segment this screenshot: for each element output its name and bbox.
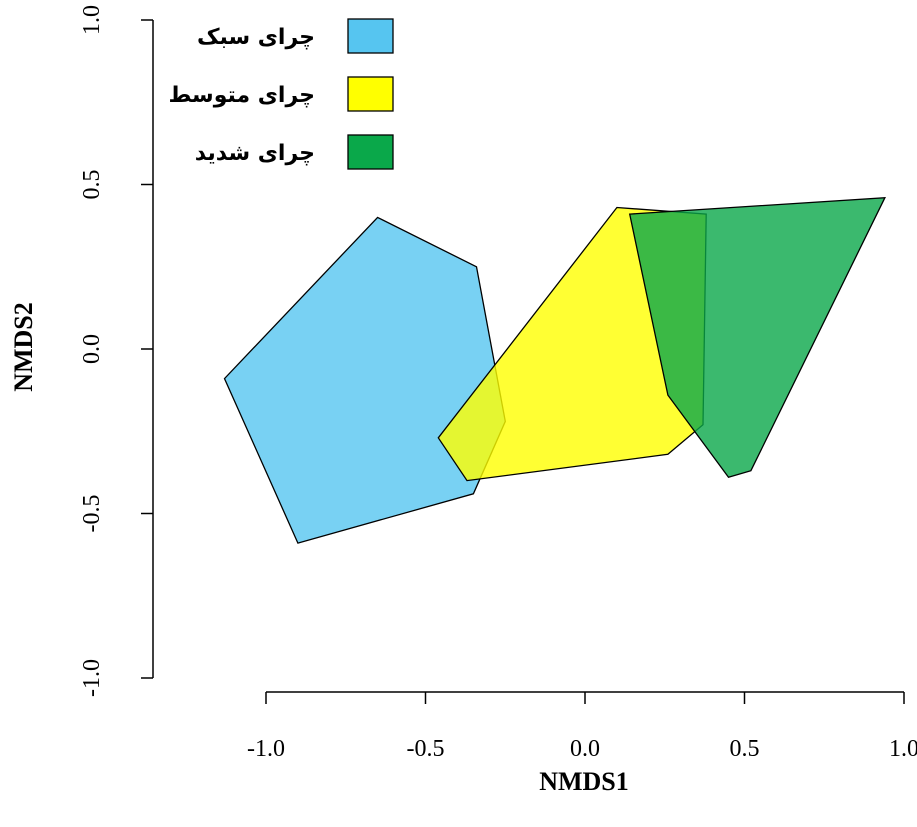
legend-label-3: چرای شدید (195, 141, 315, 166)
legend-swatch-2 (347, 76, 394, 112)
legend-label-2: چرای متوسط (169, 83, 316, 108)
y-tick-label: -0.5 (79, 495, 105, 533)
x-tick-label: -1.0 (247, 736, 285, 762)
y-tick-label: -1.0 (79, 659, 105, 697)
x-tick-label: 0.5 (730, 736, 760, 762)
legend-label-1: چرای سبک (197, 25, 315, 50)
y-tick-label: 1.0 (79, 5, 105, 35)
legend-swatch-1 (347, 18, 394, 54)
hull-layer (223, 196, 886, 544)
hull-3 (628, 196, 886, 479)
hull-1 (223, 216, 506, 544)
y-tick-label: 0.0 (79, 334, 105, 364)
legend-swatch-3 (347, 134, 394, 170)
legend: چرای سبک چرای متوسط چرای شدید (169, 18, 394, 170)
y-axis-title: NMDS2 (9, 302, 38, 392)
x-tick-label: 0.0 (570, 736, 600, 762)
x-axis: -1.0 -0.5 0.0 0.5 1.0 (247, 691, 917, 762)
y-axis: -1.0 -0.5 0.0 0.5 1.0 (79, 5, 154, 697)
x-axis-title: NMDS1 (539, 767, 629, 796)
y-tick-label: 0.5 (79, 170, 105, 200)
x-tick-label: 1.0 (889, 736, 917, 762)
x-tick-label: -0.5 (407, 736, 445, 762)
